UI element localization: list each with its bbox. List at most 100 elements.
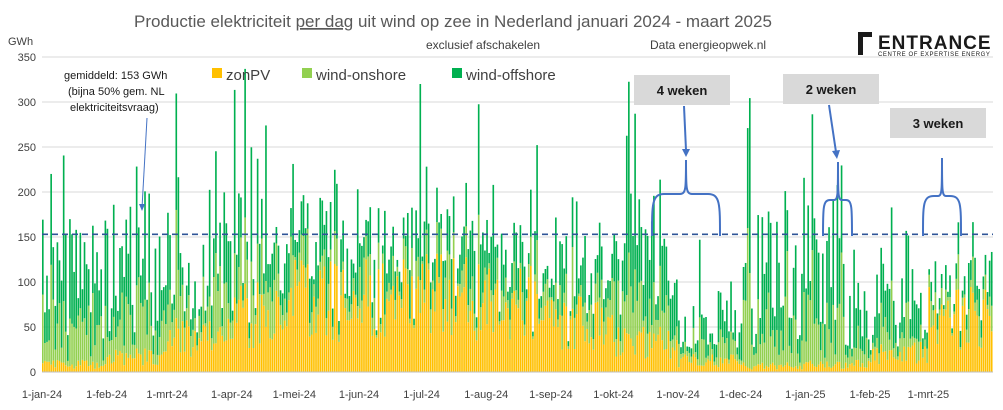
bar-zonPV (780, 364, 782, 372)
bar-wind-offshore (79, 232, 82, 309)
bar-zonPV (844, 362, 847, 372)
bar-zonPV (202, 324, 205, 372)
bar-wind-onshore (778, 354, 780, 366)
bar-wind-onshore (446, 250, 449, 322)
bar-wind-offshore (573, 296, 576, 318)
bar-wind-onshore (842, 316, 845, 369)
bar-wind-onshore (329, 249, 332, 262)
bar-wind-onshore (924, 339, 926, 347)
bar-wind-offshore (874, 316, 876, 347)
bar-wind-onshore (577, 293, 580, 297)
average-annotation-arrow (141, 117, 148, 209)
bar-wind-onshore (801, 340, 803, 370)
bar-zonPV (517, 308, 520, 372)
bar-wind-onshore (517, 299, 520, 309)
bar-wind-onshore (150, 325, 153, 351)
bar-wind-onshore (465, 226, 467, 258)
bar-wind-offshore (561, 244, 563, 316)
bar-wind-onshore (686, 351, 689, 357)
bar-wind-onshore (938, 309, 941, 316)
bar-wind-offshore (605, 288, 607, 308)
bar-wind-onshore (386, 291, 388, 299)
bar-wind-onshore (60, 347, 63, 363)
bar-zonPV (121, 353, 123, 372)
bar-wind-onshore (636, 300, 639, 336)
bar-wind-onshore (81, 321, 84, 360)
bar-zonPV (550, 299, 553, 372)
bar-wind-onshore (907, 301, 910, 347)
bar-wind-onshore (64, 331, 67, 366)
bar-wind-onshore (788, 345, 791, 366)
bar-zonPV (901, 361, 903, 372)
bar-zonPV (928, 287, 930, 372)
bar-wind-offshore (701, 314, 703, 340)
bar-wind-onshore (461, 270, 463, 293)
bar-zonPV (117, 355, 119, 372)
callout-box (890, 108, 986, 138)
bar-wind-offshore (532, 331, 534, 337)
bar-zonPV (171, 346, 173, 372)
bar-wind-offshore (190, 319, 192, 337)
bar-wind-onshore (911, 336, 914, 346)
bar-wind-onshore (600, 279, 603, 308)
bar-zonPV (173, 337, 176, 372)
bar-wind-offshore (678, 320, 680, 344)
bar-wind-onshore (703, 339, 705, 366)
bar-zonPV (634, 354, 636, 372)
bar-zonPV (932, 325, 935, 372)
bar-wind-offshore (96, 252, 98, 326)
legend-swatch-onshore (302, 68, 312, 78)
bar-wind-offshore (536, 145, 538, 241)
bar-wind-offshore (409, 270, 411, 319)
bar-wind-onshore (786, 251, 789, 363)
bar-zonPV (709, 361, 711, 372)
bar-zonPV (713, 365, 716, 372)
bar-zonPV (794, 366, 797, 372)
bar-wind-offshore (283, 263, 286, 299)
bar-zonPV (853, 365, 855, 372)
bar-zonPV (83, 361, 86, 372)
bar-zonPV (54, 367, 57, 372)
bar-zonPV (238, 299, 240, 372)
bar-wind-offshore (185, 285, 188, 309)
bar-wind-offshore (208, 189, 211, 297)
bar-wind-offshore (302, 195, 305, 236)
bar-wind-onshore (271, 301, 274, 340)
x-tick-label: 1-feb-25 (849, 389, 890, 401)
bar-wind-offshore (673, 282, 676, 336)
bar-wind-onshore (515, 290, 518, 305)
bar-wind-onshore (717, 342, 720, 368)
bar-zonPV (275, 290, 278, 372)
bar-wind-offshore (849, 295, 851, 349)
bar-wind-onshore (87, 305, 90, 367)
bar-zonPV (323, 266, 326, 372)
bar-zonPV (967, 342, 970, 372)
bar-wind-onshore (273, 279, 276, 334)
bar-wind-offshore (446, 209, 449, 251)
bar-wind-onshore (757, 299, 759, 365)
bar-zonPV (233, 297, 236, 372)
bar-wind-offshore (454, 295, 457, 317)
bar-wind-onshore (928, 274, 930, 288)
bar-wind-onshore (901, 332, 903, 362)
bar-wind-onshore (277, 273, 280, 297)
bar-zonPV (331, 339, 334, 372)
bar-wind-offshore (356, 189, 359, 307)
bar-wind-onshore (815, 318, 818, 368)
bar-wind-onshore (667, 305, 670, 331)
bar-wind-offshore (569, 311, 572, 316)
bar-wind-onshore (400, 299, 403, 309)
bar-wind-onshore (532, 336, 534, 340)
bar-zonPV (792, 367, 795, 372)
bar-zonPV (757, 364, 759, 372)
bar-wind-onshore (352, 278, 355, 291)
bar-wind-offshore (344, 293, 347, 299)
bar-wind-offshore (44, 312, 46, 344)
bar-wind-offshore (238, 193, 240, 267)
bar-zonPV (905, 360, 908, 372)
bar-zonPV (256, 282, 259, 372)
bar-zonPV (346, 320, 349, 372)
bar-wind-onshore (123, 345, 125, 366)
bar-wind-onshore (880, 302, 883, 345)
bar-wind-onshore (406, 269, 409, 285)
